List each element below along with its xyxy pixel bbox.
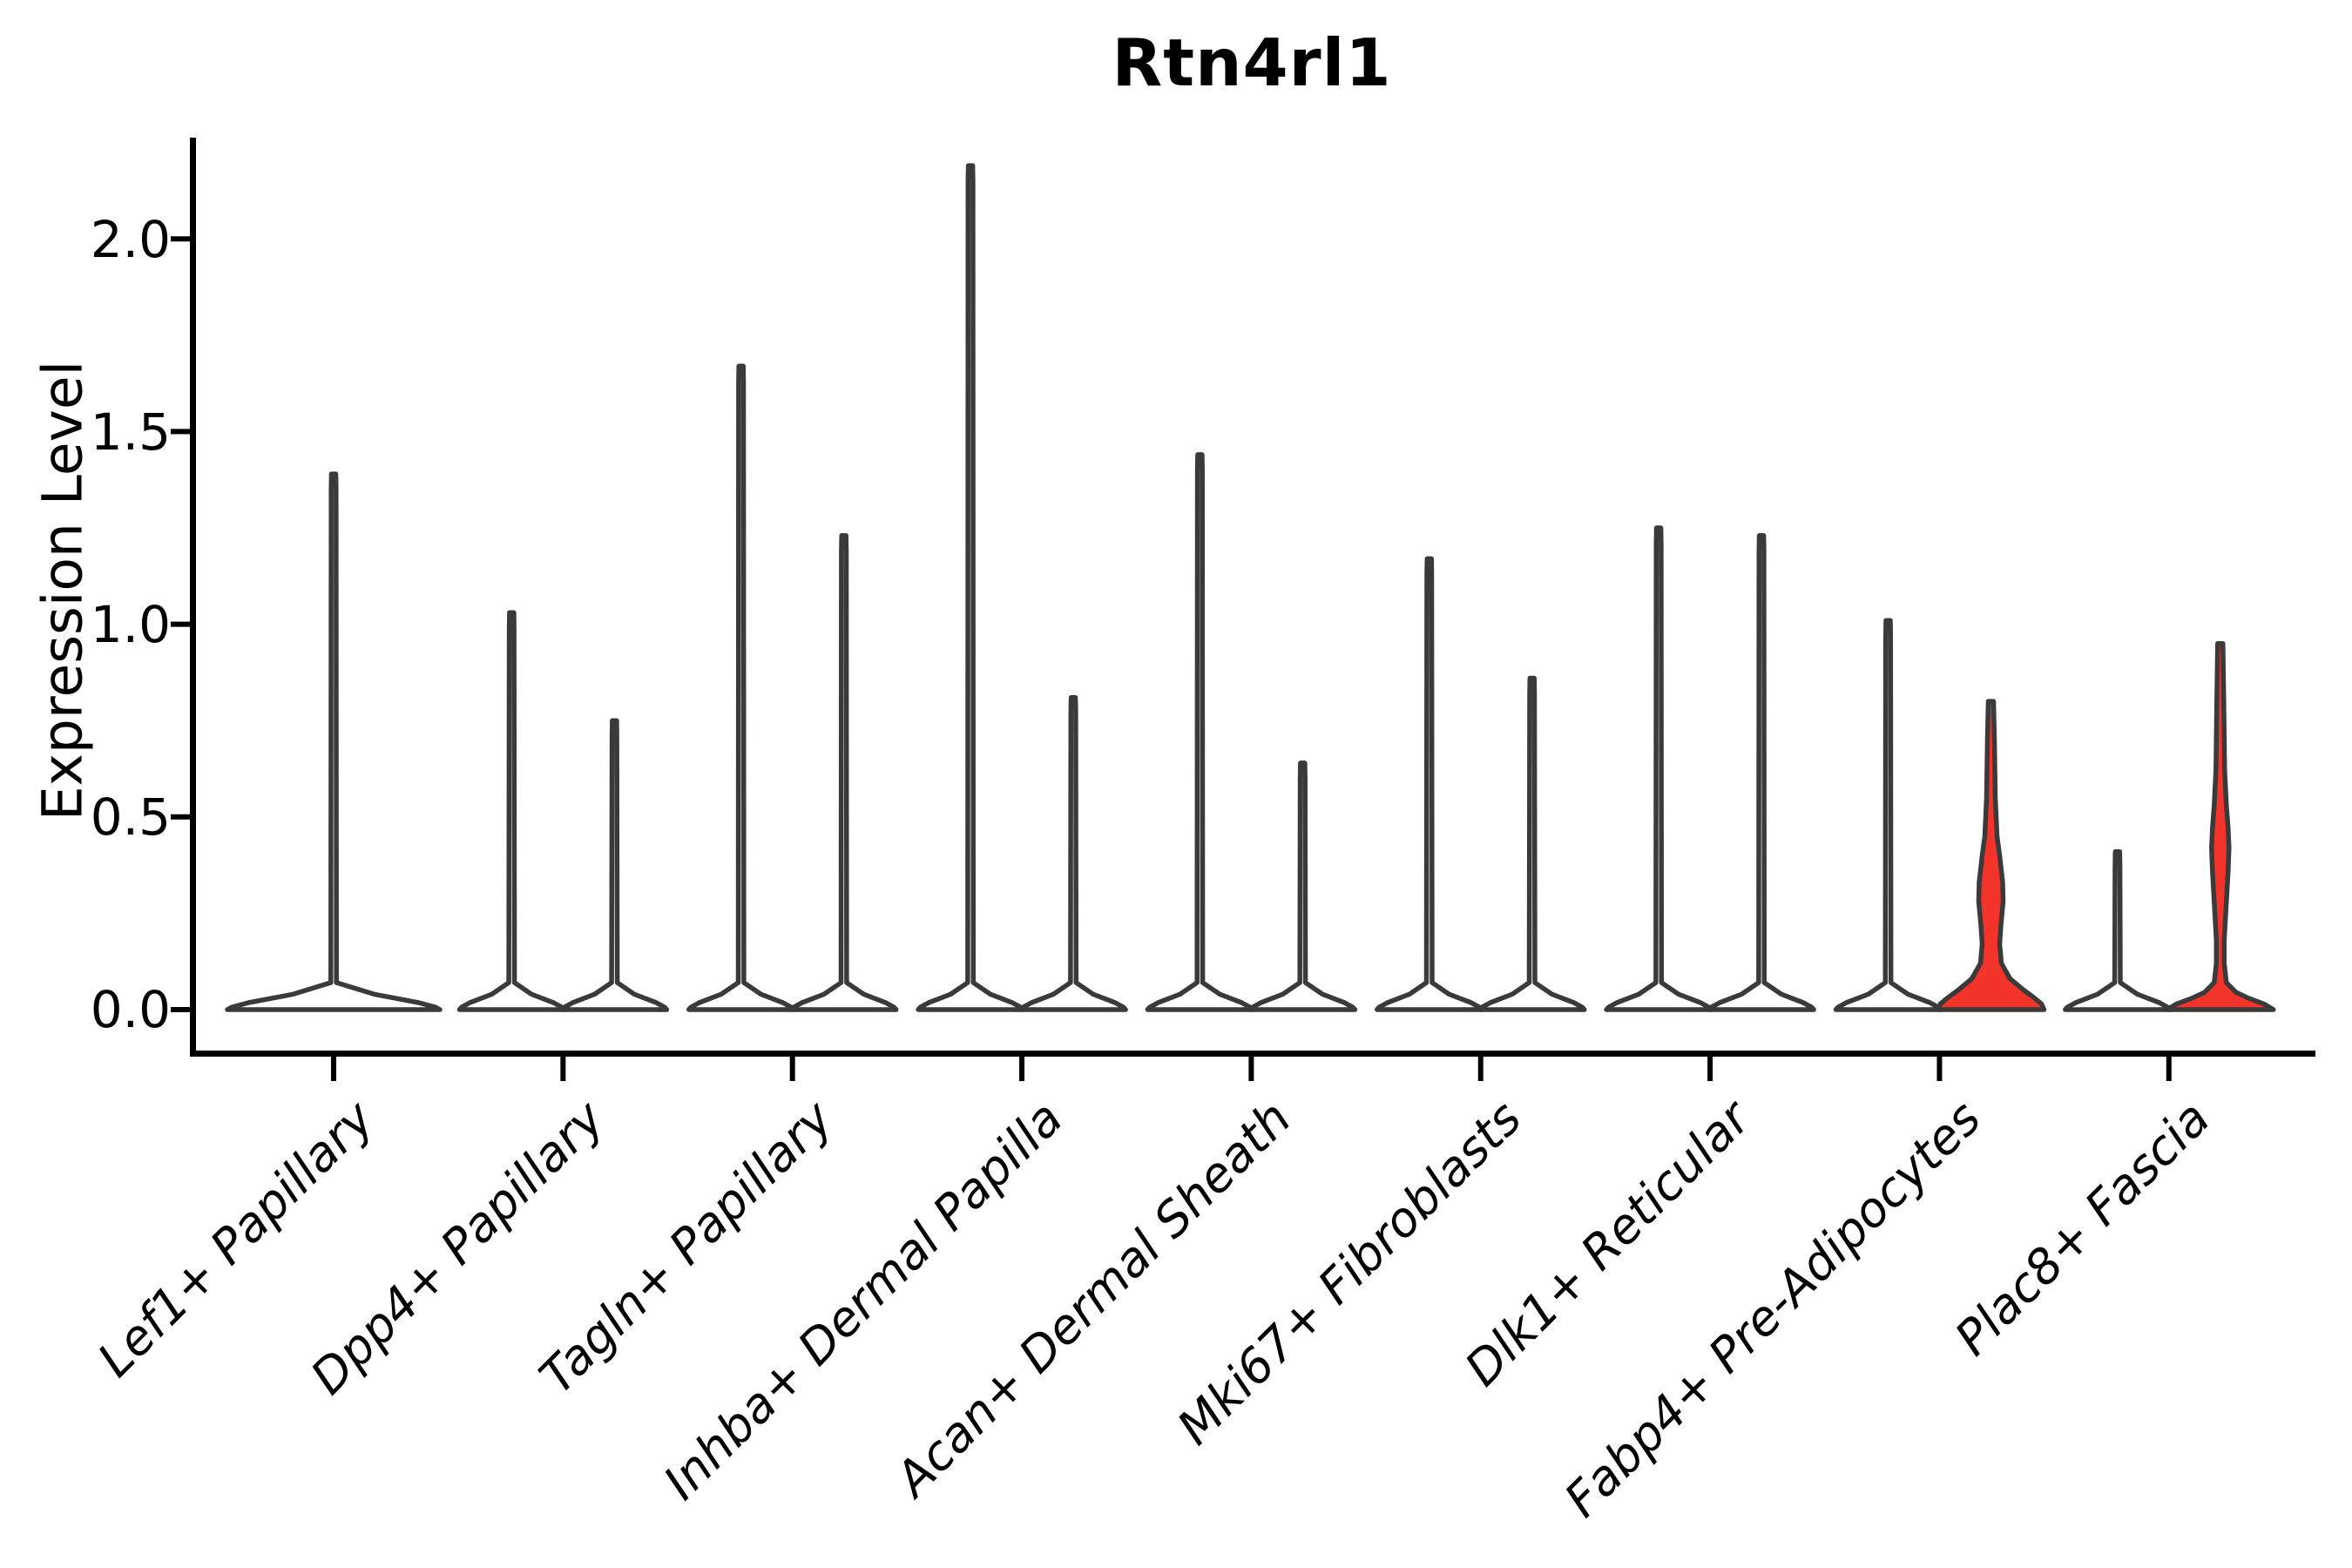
violin-shaped	[2165, 640, 2276, 1012]
violin-spike	[1477, 675, 1587, 1012]
violin-spike	[916, 163, 1025, 1012]
violin-spike	[1707, 533, 1816, 1012]
violin-spike	[686, 363, 796, 1012]
violin-spike	[225, 471, 443, 1012]
violin-spike	[456, 610, 567, 1012]
violin-spike	[1604, 525, 1713, 1012]
violin-spike	[2063, 848, 2173, 1012]
y-axis-spine	[190, 138, 196, 1057]
violin-spike	[1375, 556, 1484, 1012]
violin-spike	[559, 718, 670, 1012]
violin-spike	[1833, 618, 1943, 1012]
y-tick-label-1.5: 1.5	[90, 402, 171, 462]
y-tick-label-0.5: 0.5	[90, 787, 171, 847]
violin-spike	[1018, 694, 1128, 1012]
plot-title: Rtn4rl1	[1112, 24, 1392, 101]
y-tick-label-2.0: 2.0	[90, 210, 171, 269]
violin-spike	[1145, 452, 1255, 1012]
y-tick-label-0.0: 0.0	[90, 980, 171, 1039]
violin-spike	[788, 533, 899, 1012]
y-tick-label-1.0: 1.0	[90, 595, 171, 654]
violin-shaped	[1935, 699, 2047, 1012]
x-axis-spine	[190, 1051, 2315, 1057]
violin-spike	[1247, 760, 1358, 1012]
